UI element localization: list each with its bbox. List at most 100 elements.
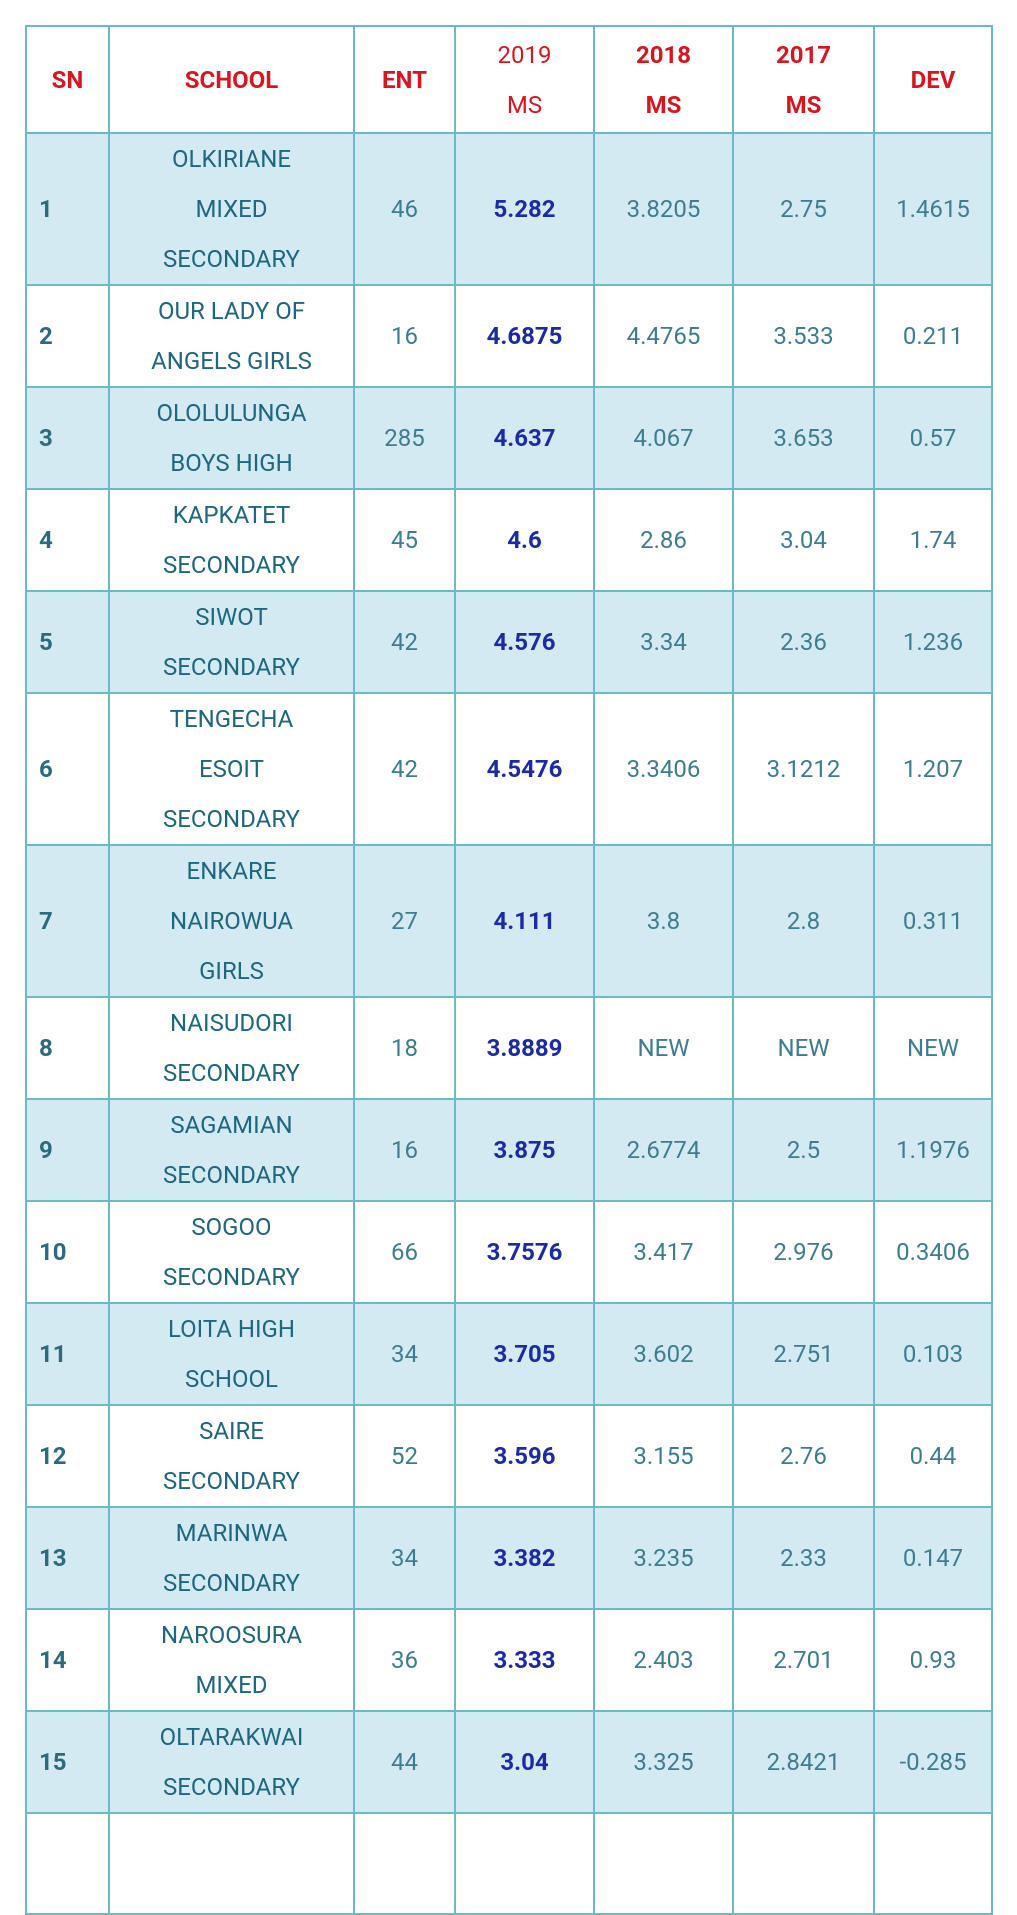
ms18-cell: 2.86 (593, 488, 734, 592)
dev-cell: 0.147 (873, 1506, 993, 1610)
school-cell: OUR LADY OF ANGELS GIRLS (108, 284, 355, 388)
ms18-cell: 3.3406 (593, 692, 734, 846)
school-name: SECONDARY (163, 1773, 300, 1801)
school-name: NAROOSURA (160, 1621, 303, 1649)
ent-cell: 45 (353, 488, 456, 592)
school-name: MIXED (195, 195, 268, 223)
dev-cell: 0.57 (873, 386, 993, 490)
ms19-cell: 5.282 (454, 132, 595, 286)
dev-cell: 0.311 (873, 844, 993, 998)
table-row: 6 TENGECHA ESOIT SECONDARY 42 4.5476 3.3406 3.1… (25, 692, 993, 846)
sn-cell: 1 (25, 132, 110, 286)
dev-cell: 1.1976 (873, 1098, 993, 1202)
dev-cell: -0.285 (873, 1710, 993, 1814)
ms17-cell: 2.976 (732, 1200, 875, 1304)
table-row: 10 SOGOO SECONDARY 66 3.7576 3.417 2.976 0.3406 (25, 1200, 993, 1304)
ms17-cell: 3.653 (732, 386, 875, 490)
ms17-cell: 2.751 (732, 1302, 875, 1406)
school-cell: MARINWA SECONDARY (108, 1506, 355, 1610)
school-cell: LOITA HIGH SCHOOL (108, 1302, 355, 1406)
school-name: SIWOT (195, 603, 268, 631)
ms17-cell: 2.701 (732, 1608, 875, 1712)
table-row: 8 NAISUDORI SECONDARY 18 3.8889 NEW NEW NEW (25, 996, 993, 1100)
table-row: 15 OLTARAKWAI SECONDARY 44 3.04 3.325 2.8421 -0… (25, 1710, 993, 1814)
empty-cell (593, 1812, 734, 1915)
dev-cell: 1.236 (873, 590, 993, 694)
ent-cell: 42 (353, 692, 456, 846)
school-name: SOGOO (191, 1213, 272, 1241)
ms19-cell: 4.576 (454, 590, 595, 694)
school-cell: OLOLULUNGA BOYS HIGH (108, 386, 355, 490)
ms18-cell: 3.8205 (593, 132, 734, 286)
ent-cell: 16 (353, 284, 456, 388)
sn-cell: 3 (25, 386, 110, 490)
header-text: MS (785, 90, 822, 119)
sn-cell: 12 (25, 1404, 110, 1508)
ent-cell: 66 (353, 1200, 456, 1304)
ent-cell: 34 (353, 1302, 456, 1406)
column-header: SCHOOL (108, 25, 355, 134)
ms19-cell: 4.6875 (454, 284, 595, 388)
school-name: OUR LADY OF (157, 297, 305, 325)
sn-cell: 15 (25, 1710, 110, 1814)
ent-cell: 34 (353, 1506, 456, 1610)
ms19-cell: 4.6 (454, 488, 595, 592)
header-text: 2019 (497, 40, 552, 69)
table-row: 12 SAIRE SECONDARY 52 3.596 3.155 2.76 0.44 (25, 1404, 993, 1508)
school-name: BOYS HIGH (170, 449, 293, 477)
ms18-cell: 4.4765 (593, 284, 734, 388)
sn-cell: 5 (25, 590, 110, 694)
sn-cell: 4 (25, 488, 110, 592)
school-cell: OLKIRIANE MIXED SECONDARY (108, 132, 355, 286)
dev-cell: 0.93 (873, 1608, 993, 1712)
dev-cell: 1.4615 (873, 132, 993, 286)
dev-cell: 1.74 (873, 488, 993, 592)
ms18-cell: 3.325 (593, 1710, 734, 1814)
results-table: SN SCHOOL ENT 2019 MS 2018 MS 2017 MS DEV 1 OLKIRI… (25, 25, 993, 1915)
header-text: SN (51, 65, 84, 94)
school-name: TENGECHA (169, 705, 294, 733)
ms17-cell: 3.1212 (732, 692, 875, 846)
ms17-cell: 2.76 (732, 1404, 875, 1508)
ent-cell: 16 (353, 1098, 456, 1202)
ms19-cell: 3.04 (454, 1710, 595, 1814)
school-name: OLKIRIANE (172, 145, 291, 173)
school-cell: KAPKATET SECONDARY (108, 488, 355, 592)
table-row (25, 1812, 993, 1915)
table-row: 1 OLKIRIANE MIXED SECONDARY 46 5.282 3.8205 2.7… (25, 132, 993, 286)
column-header: 2017 MS (732, 25, 875, 134)
ms17-cell: 2.8 (732, 844, 875, 998)
ent-cell: 18 (353, 996, 456, 1100)
table-row: 14 NAROOSURA MIXED 36 3.333 2.403 2.701 0.93 (25, 1608, 993, 1712)
school-name: SECONDARY (163, 1467, 300, 1495)
ms19-cell: 3.705 (454, 1302, 595, 1406)
school-cell: NAROOSURA MIXED (108, 1608, 355, 1712)
empty-cell (732, 1812, 875, 1915)
dev-cell: 0.211 (873, 284, 993, 388)
dev-cell: 1.207 (873, 692, 993, 846)
sn-cell: 10 (25, 1200, 110, 1304)
school-name: ANGELS GIRLS (151, 347, 312, 375)
table-row: 4 KAPKATET SECONDARY 45 4.6 2.86 3.04 1.74 (25, 488, 993, 592)
ms18-cell: 3.235 (593, 1506, 734, 1610)
school-cell: TENGECHA ESOIT SECONDARY (108, 692, 355, 846)
sn-cell: 6 (25, 692, 110, 846)
school-name: ESOIT (199, 755, 264, 783)
dev-cell: 0.44 (873, 1404, 993, 1508)
ms18-cell: 3.417 (593, 1200, 734, 1304)
school-name: SECONDARY (163, 245, 300, 273)
header-text: DEV (910, 65, 956, 94)
school-name: LOITA HIGH (168, 1315, 295, 1343)
school-name: SAIRE (199, 1417, 264, 1445)
ms17-cell: 3.04 (732, 488, 875, 592)
ms18-cell: 3.602 (593, 1302, 734, 1406)
ms17-cell: NEW (732, 996, 875, 1100)
school-cell: NAISUDORI SECONDARY (108, 996, 355, 1100)
header-text: MS (645, 90, 682, 119)
ms17-cell: 2.36 (732, 590, 875, 694)
ent-cell: 36 (353, 1608, 456, 1712)
school-name: MIXED (195, 1671, 268, 1699)
table-row: 2 OUR LADY OF ANGELS GIRLS 16 4.6875 4.4765 3.… (25, 284, 993, 388)
school-name: SECONDARY (163, 805, 300, 833)
empty-cell (353, 1812, 456, 1915)
